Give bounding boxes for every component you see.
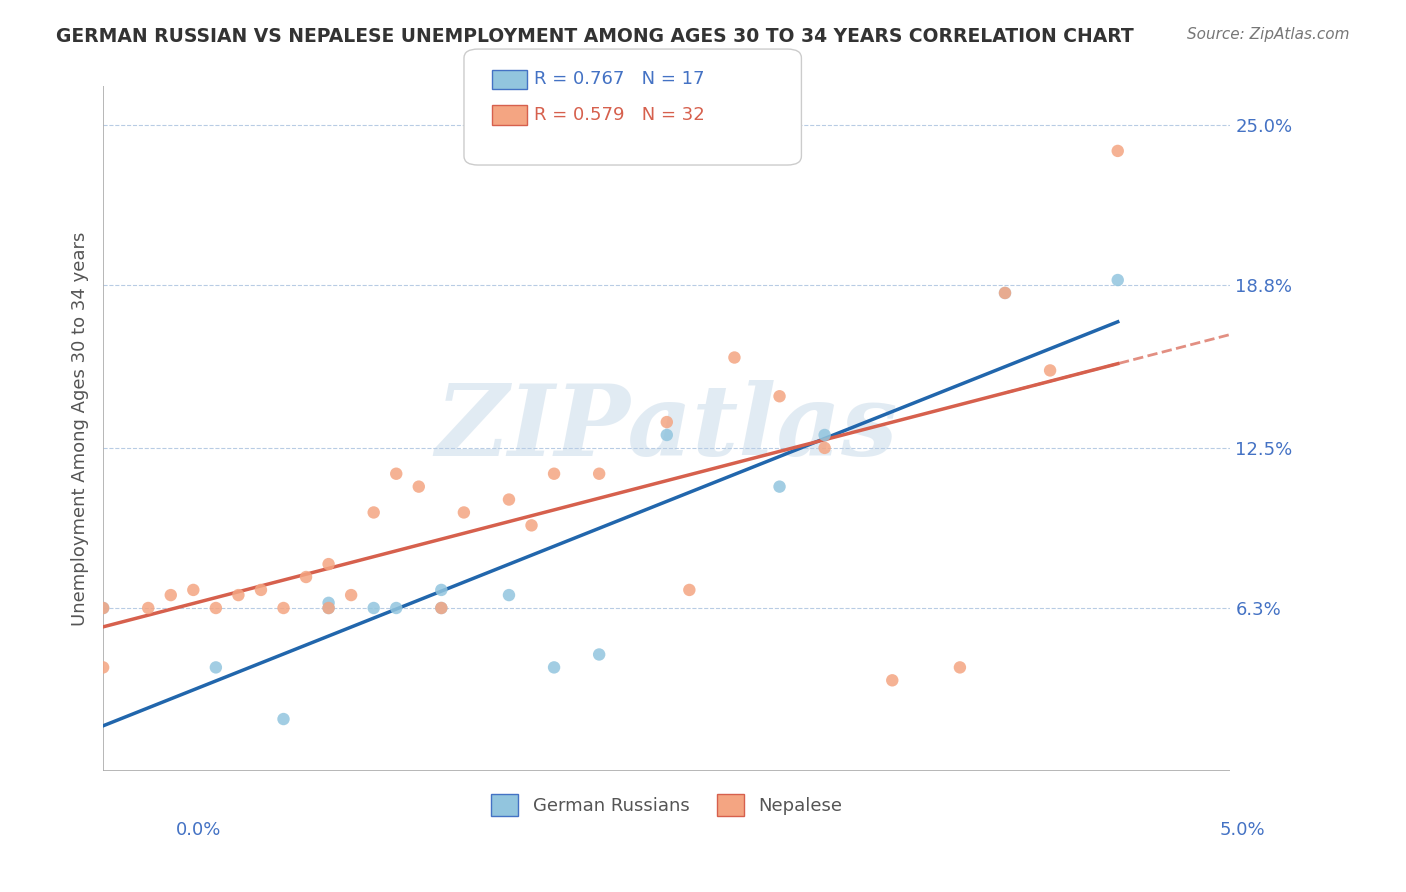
Point xyxy=(408,480,430,494)
Point xyxy=(385,467,408,481)
Point xyxy=(588,467,610,481)
Point xyxy=(1107,273,1129,287)
Text: R = 0.579   N = 32: R = 0.579 N = 32 xyxy=(534,106,704,124)
Point xyxy=(363,505,385,519)
Point xyxy=(295,570,318,584)
Point xyxy=(91,601,114,615)
Point xyxy=(723,351,745,365)
Text: 5.0%: 5.0% xyxy=(1220,821,1265,838)
Text: 0.0%: 0.0% xyxy=(176,821,221,838)
Point xyxy=(543,660,565,674)
Point xyxy=(228,588,250,602)
Y-axis label: Unemployment Among Ages 30 to 34 years: Unemployment Among Ages 30 to 34 years xyxy=(72,231,89,625)
Point xyxy=(430,601,453,615)
Point xyxy=(363,601,385,615)
Point xyxy=(318,601,340,615)
Point xyxy=(205,660,228,674)
Text: GERMAN RUSSIAN VS NEPALESE UNEMPLOYMENT AMONG AGES 30 TO 34 YEARS CORRELATION CH: GERMAN RUSSIAN VS NEPALESE UNEMPLOYMENT … xyxy=(56,27,1135,45)
Point xyxy=(520,518,543,533)
Point xyxy=(498,588,520,602)
Point xyxy=(159,588,181,602)
Point xyxy=(655,428,678,442)
Point xyxy=(655,415,678,429)
Point xyxy=(91,601,114,615)
Point xyxy=(430,601,453,615)
Point xyxy=(1039,363,1062,377)
Point xyxy=(1107,144,1129,158)
Point xyxy=(814,441,837,455)
Point xyxy=(588,648,610,662)
Point xyxy=(273,601,295,615)
Point xyxy=(543,467,565,481)
Point xyxy=(318,557,340,571)
Point xyxy=(181,582,204,597)
Point xyxy=(430,582,453,597)
Point xyxy=(385,601,408,615)
Point xyxy=(318,596,340,610)
Point xyxy=(453,505,475,519)
Point xyxy=(678,582,700,597)
Point xyxy=(994,285,1017,300)
Point xyxy=(498,492,520,507)
Point xyxy=(768,480,790,494)
Point xyxy=(768,389,790,403)
Point xyxy=(273,712,295,726)
Point xyxy=(949,660,972,674)
Point xyxy=(205,601,228,615)
Point xyxy=(814,428,837,442)
Legend: German Russians, Nepalese: German Russians, Nepalese xyxy=(484,787,849,823)
Text: Source: ZipAtlas.com: Source: ZipAtlas.com xyxy=(1187,27,1350,42)
Point xyxy=(318,601,340,615)
Point xyxy=(136,601,159,615)
Point xyxy=(91,660,114,674)
Point xyxy=(250,582,273,597)
Point xyxy=(994,285,1017,300)
Text: R = 0.767   N = 17: R = 0.767 N = 17 xyxy=(534,70,704,88)
Text: ZIPatlas: ZIPatlas xyxy=(436,380,898,477)
Point xyxy=(882,673,904,688)
Point xyxy=(340,588,363,602)
